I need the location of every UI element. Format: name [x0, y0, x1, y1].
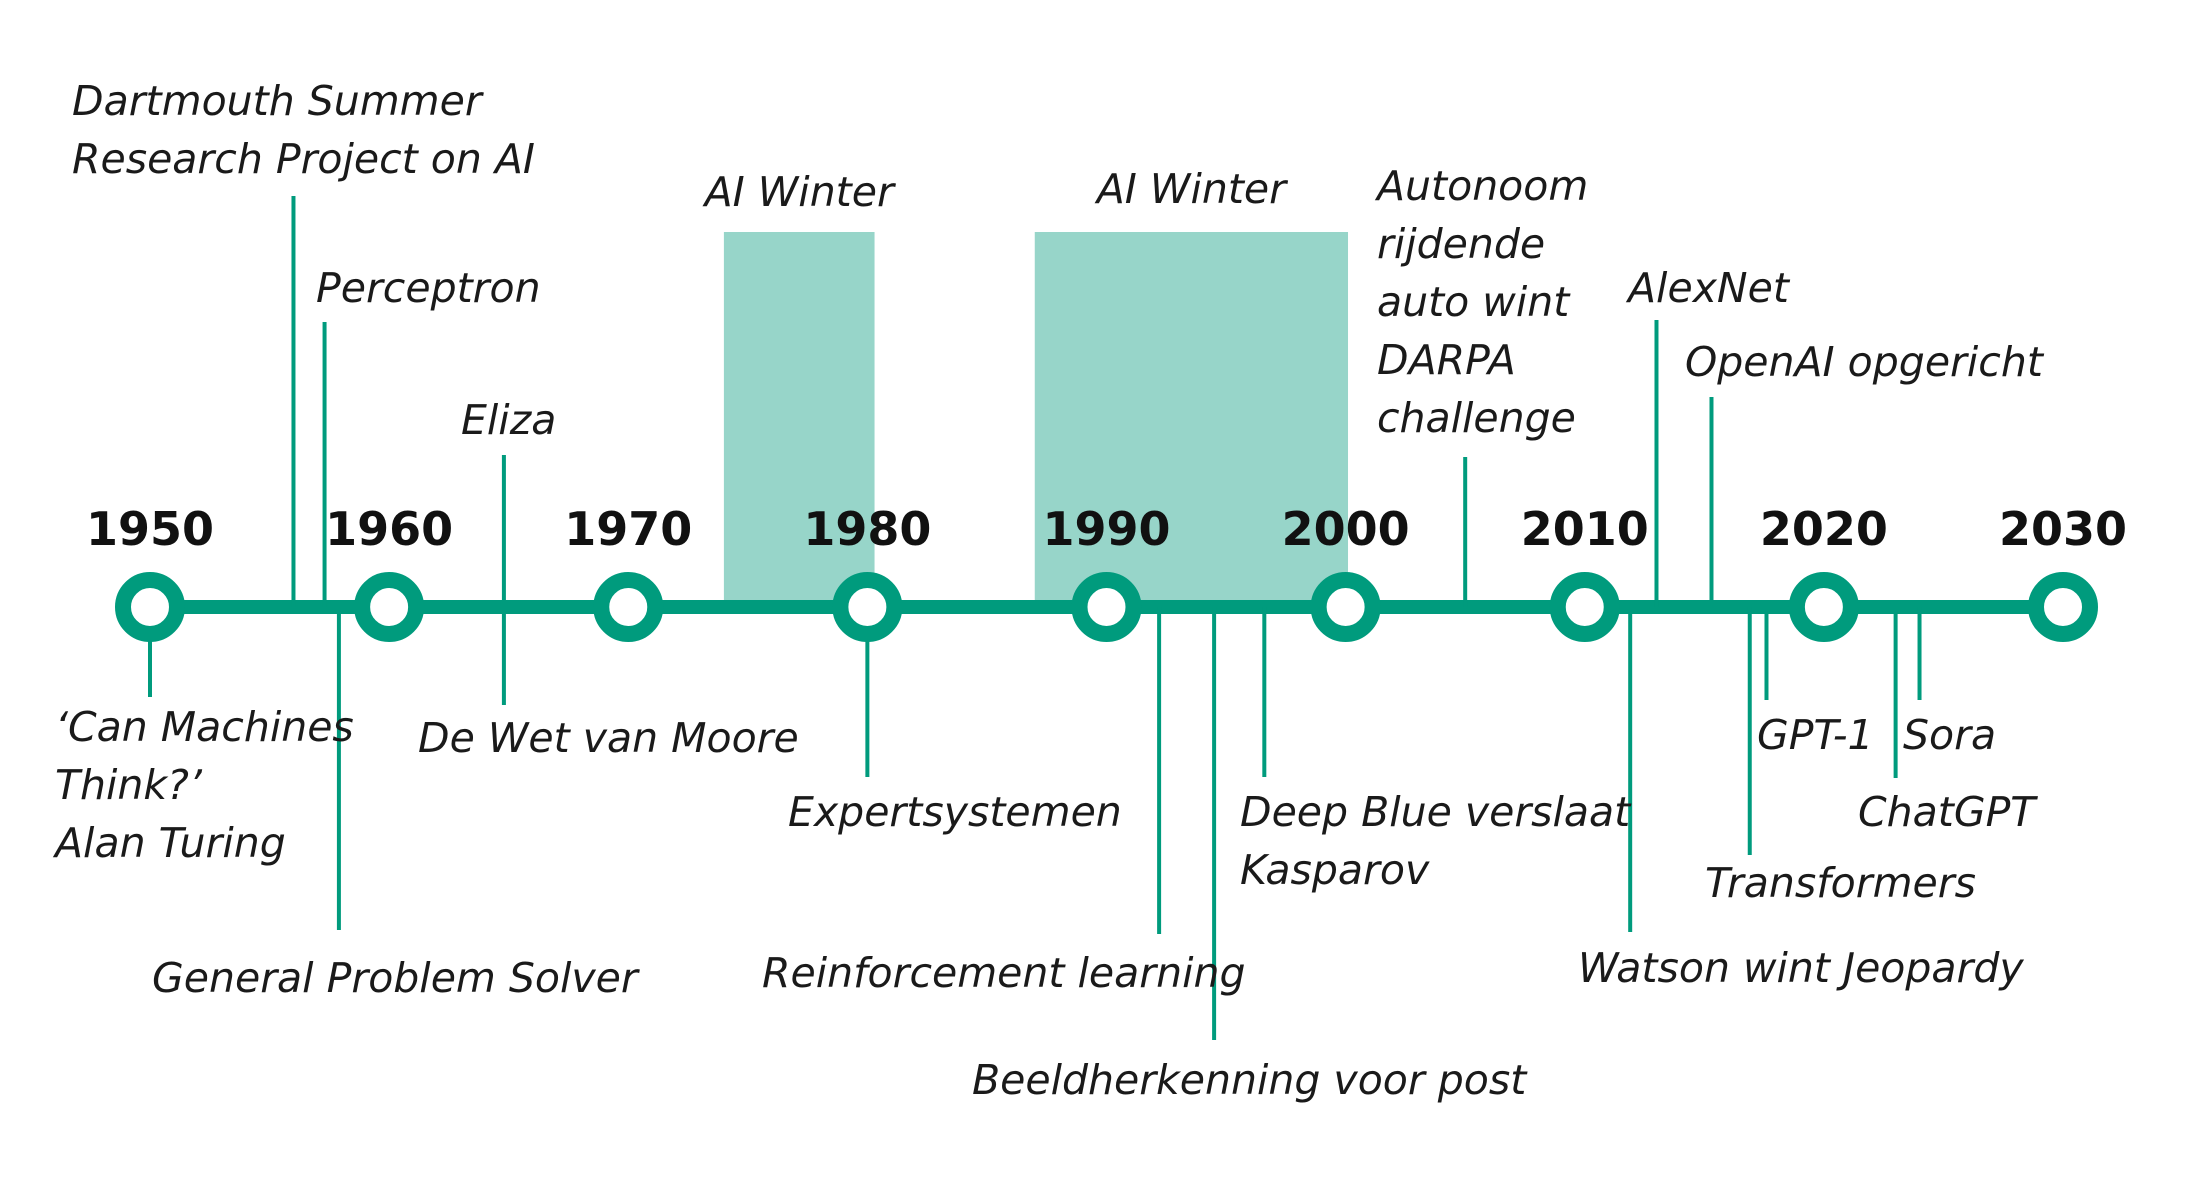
- event-label-alexnet: AlexNet: [1625, 264, 1791, 312]
- event-label-expert: Expertsystemen: [788, 788, 1122, 836]
- event-label-rl: Reinforcement learning: [762, 949, 1245, 997]
- event-label-dartmouth: Dartmouth Summer Research Project on AI: [72, 77, 535, 183]
- event-label-line: Research Project on AI: [72, 135, 535, 183]
- event-label-gpt1: GPT-1: [1757, 711, 1874, 759]
- event-label-turing: ‘Can Machines Think?’ Alan Turing: [52, 703, 354, 867]
- decade-label-2000: 2000: [1282, 502, 1410, 556]
- event-label-chatgpt: ChatGPT: [1858, 788, 2038, 836]
- event-label-line: Reinforcement learning: [762, 949, 1245, 997]
- event-label-sora: Sora: [1903, 711, 1996, 759]
- decade-label-1990: 1990: [1042, 502, 1170, 556]
- event-label-line: Eliza: [461, 396, 556, 444]
- event-label-line: Alan Turing: [52, 819, 286, 867]
- event-label-line: General Problem Solver: [152, 954, 640, 1002]
- event-label-deepblue: Deep Blue verslaat Kasparov: [1240, 788, 1632, 894]
- event-label-line: ‘Can Machines: [55, 703, 354, 751]
- event-label-line: Perceptron: [316, 264, 541, 312]
- ai-winter-band: [1034, 232, 1349, 607]
- event-label-line: GPT-1: [1757, 711, 1874, 759]
- event-label-line: Transformers: [1705, 859, 1976, 907]
- event-label-line: Deep Blue verslaat: [1240, 788, 1632, 836]
- event-label-eliza: Eliza: [461, 396, 556, 444]
- ai-winter-periods: AI Winter AI Winter: [702, 165, 1349, 607]
- ai-winter-label: AI Winter: [702, 168, 896, 216]
- decade-marker-2020: [1788, 572, 1859, 642]
- event-labels: ‘Can Machines Think?’ Alan Turing Dartmouth…: [52, 77, 2045, 1104]
- event-label-line: AlexNet: [1625, 264, 1791, 312]
- decade-marker-2030: [2028, 572, 2098, 642]
- event-label-transformers: Transformers: [1705, 859, 1976, 907]
- decade-label-2010: 2010: [1521, 502, 1649, 556]
- decade-markers: [115, 572, 2098, 642]
- decade-label-1970: 1970: [564, 502, 692, 556]
- event-label-darpa: Autonoom rijdende auto wint DARPA challenge: [1374, 162, 1588, 442]
- event-label-line: challenge: [1377, 394, 1576, 442]
- event-label-watson: Watson wint Jeopardy: [1578, 944, 2024, 992]
- event-label-line: DARPA: [1377, 336, 1516, 384]
- decade-marker-1970: [593, 572, 664, 642]
- event-label-line: rijdende: [1377, 220, 1545, 268]
- event-label-line: Dartmouth Summer: [72, 77, 484, 125]
- event-label-line: Watson wint Jeopardy: [1578, 944, 2024, 992]
- event-label-line: auto wint: [1377, 278, 1571, 326]
- ai-winter-label: AI Winter: [1094, 165, 1288, 213]
- decade-marker-1950: [115, 572, 185, 642]
- decade-marker-1960: [354, 572, 425, 642]
- event-label-line: Autonoom: [1374, 162, 1588, 210]
- event-label-line: Sora: [1903, 711, 1996, 759]
- decade-marker-1980: [832, 572, 903, 642]
- event-label-openai: OpenAI opgericht: [1685, 338, 2045, 386]
- event-label-line: Kasparov: [1240, 846, 1430, 894]
- event-label-line: Expertsystemen: [788, 788, 1122, 836]
- event-label-moore: De Wet van Moore: [418, 714, 799, 762]
- decade-label-2020: 2020: [1760, 502, 1888, 556]
- ai-winter-band: [723, 232, 875, 607]
- event-label-line: OpenAI opgericht: [1685, 338, 2045, 386]
- event-label-line: De Wet van Moore: [418, 714, 799, 762]
- decade-label-1980: 1980: [803, 502, 931, 556]
- event-label-gps: General Problem Solver: [152, 954, 640, 1002]
- decade-label-1950: 1950: [86, 502, 214, 556]
- decade-marker-1990: [1071, 572, 1142, 642]
- event-label-line: Beeldherkenning voor post: [972, 1056, 1528, 1104]
- event-label-image: Beeldherkenning voor post: [972, 1056, 1528, 1104]
- event-connectors: [148, 196, 1922, 1040]
- event-label-perceptron: Perceptron: [316, 264, 541, 312]
- decade-marker-2000: [1310, 572, 1381, 642]
- decade-label-1960: 1960: [325, 502, 453, 556]
- event-label-line: ChatGPT: [1858, 788, 2038, 836]
- decade-marker-2010: [1549, 572, 1620, 642]
- decade-label-2030: 2030: [1999, 502, 2127, 556]
- decade-labels: 1950 1960 1970 1980 1990 2000 2010 2020 2030: [86, 502, 2127, 556]
- event-label-line: Think?’: [55, 761, 203, 809]
